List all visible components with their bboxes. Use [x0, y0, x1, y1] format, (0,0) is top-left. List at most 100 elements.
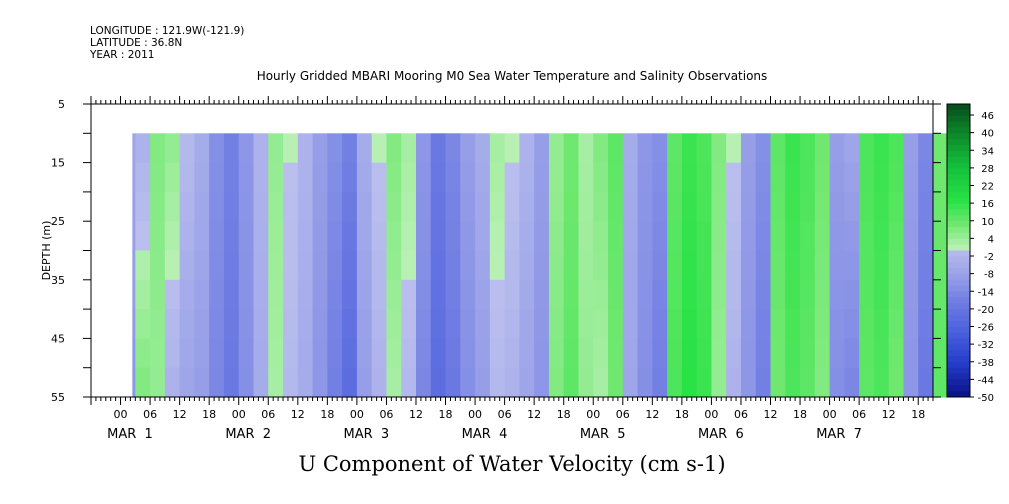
colorbar-swatch — [947, 209, 970, 216]
colorbar-swatch — [947, 297, 970, 304]
heatmap-cell — [711, 221, 727, 252]
colorbar-swatch — [947, 191, 970, 199]
heatmap-cell — [681, 309, 698, 339]
heatmap-cell — [622, 279, 639, 310]
colorbar-frame — [946, 103, 971, 398]
heatmap-cell — [622, 133, 639, 164]
heatmap-cell — [755, 279, 772, 310]
heatmap-cell — [844, 309, 860, 339]
heatmap-cell — [253, 250, 269, 281]
heatmap-cell — [652, 309, 668, 339]
heatmap-cell — [755, 191, 772, 222]
heatmap-cell — [209, 309, 225, 339]
colorbar-swatch — [947, 156, 970, 164]
heatmap-cell — [696, 133, 713, 164]
heatmap-cell — [312, 162, 328, 193]
heatmap-cell — [519, 133, 535, 164]
heatmap-cell — [475, 133, 491, 164]
heatmap-cell — [726, 309, 742, 339]
heatmap-cell — [401, 338, 417, 369]
heatmap-cell — [504, 367, 520, 398]
heatmap-cell — [888, 162, 905, 193]
heatmap-cell — [209, 133, 225, 164]
heatmap-cell — [918, 162, 934, 193]
longitude-label: LONGITUDE : 121.9W(-121.9) — [90, 25, 245, 37]
heatmap-cell — [800, 133, 816, 164]
heatmap-cell — [209, 367, 225, 398]
colorbar-swatch — [947, 326, 970, 334]
heatmap-cell — [268, 338, 284, 369]
heatmap-cell — [548, 338, 565, 369]
heatmap-cell — [445, 279, 461, 310]
heatmap-cell — [770, 367, 786, 398]
heatmap-cell — [371, 367, 388, 398]
heatmap-cell — [918, 250, 934, 281]
heatmap-cell — [135, 309, 151, 339]
heatmap-cell — [859, 279, 875, 310]
x-hour-label: 06 — [852, 408, 866, 421]
heatmap-cell — [445, 191, 461, 222]
heatmap-cell — [445, 221, 461, 252]
heatmap-cell — [770, 250, 786, 281]
heatmap-cell — [785, 162, 801, 193]
colorbar-swatch — [947, 186, 970, 193]
heatmap-cell — [238, 338, 255, 369]
x-hour-label: 06 — [734, 408, 748, 421]
heatmap-cell — [608, 133, 624, 164]
heatmap-cell — [770, 162, 786, 193]
heatmap-cell — [755, 162, 772, 193]
heatmap-cell — [371, 309, 388, 339]
heatmap-cell — [179, 367, 195, 398]
heatmap-cell — [903, 279, 919, 310]
colorbar-tick-label: -26 — [978, 323, 994, 334]
heatmap-cell — [475, 221, 491, 252]
heatmap-cell — [578, 309, 594, 339]
heatmap-cell — [342, 162, 358, 193]
heatmap-cell — [755, 133, 772, 164]
heatmap-cell — [873, 367, 890, 398]
heatmap-cell — [475, 191, 491, 222]
heatmap-cell — [681, 338, 698, 369]
heatmap-cell — [740, 250, 757, 281]
heatmap-cell — [652, 279, 668, 310]
heatmap-cell — [933, 338, 949, 369]
heatmap-cell — [223, 221, 240, 252]
heatmap-cell — [327, 367, 343, 398]
heatmap-cell — [800, 367, 816, 398]
heatmap-cell — [548, 162, 565, 193]
heatmap-cell — [800, 191, 816, 222]
heatmap-cell — [873, 338, 890, 369]
heatmap-cell — [608, 309, 624, 339]
heatmap-cell — [933, 367, 949, 398]
heatmap-cell — [755, 309, 772, 339]
heatmap-cell — [504, 221, 520, 252]
heatmap-cell — [460, 367, 476, 398]
heatmap-cell — [238, 162, 255, 193]
heatmap-cell — [135, 133, 151, 164]
heatmap-cell — [150, 338, 166, 369]
heatmap-cell — [519, 250, 535, 281]
heatmap-cell — [696, 191, 713, 222]
heatmap-cell — [844, 221, 860, 252]
heatmap-cell — [563, 250, 580, 281]
heatmap-cell — [223, 367, 240, 398]
colorbar-swatch — [947, 338, 970, 345]
heatmap-cell — [785, 309, 801, 339]
heatmap-cell — [489, 162, 506, 193]
colorbar-swatch — [947, 145, 970, 152]
heatmap-cell — [342, 279, 358, 310]
heatmap-cell — [445, 133, 461, 164]
heatmap-cell — [401, 133, 417, 164]
heatmap-cell — [312, 133, 328, 164]
heatmap-cell — [903, 338, 919, 369]
heatmap-cell — [534, 279, 550, 310]
heatmap-cell — [223, 162, 240, 193]
heatmap-cell — [489, 191, 506, 222]
heatmap-cell — [356, 191, 373, 222]
heatmap-cell — [652, 191, 668, 222]
heatmap-cell — [593, 367, 609, 398]
x-hour-label: 06 — [498, 408, 512, 421]
heatmap-cell — [445, 367, 461, 398]
heatmap-cell — [209, 162, 225, 193]
heatmap-cell — [179, 309, 195, 339]
